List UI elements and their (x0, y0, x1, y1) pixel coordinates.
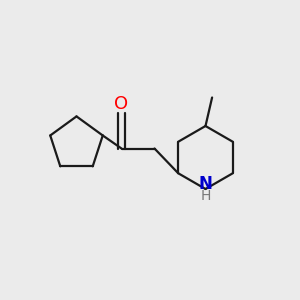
Text: H: H (200, 190, 211, 203)
Text: N: N (199, 175, 212, 193)
Text: O: O (114, 95, 129, 113)
